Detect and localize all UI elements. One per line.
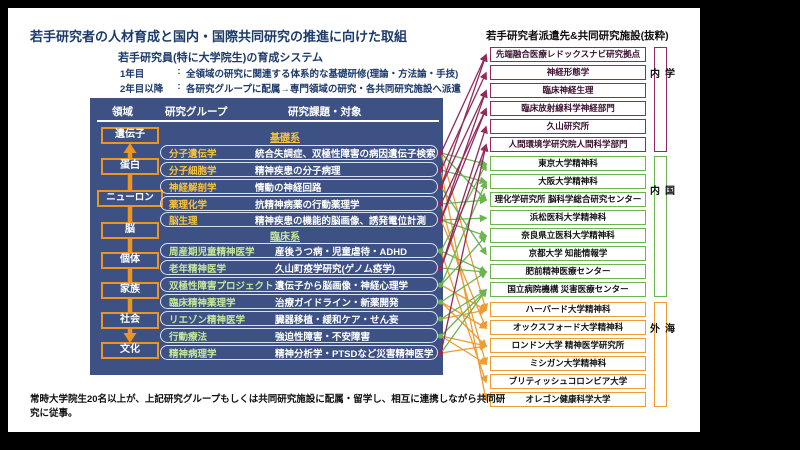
research-topic: 産後うつ病・児童虐待・ADHD xyxy=(275,246,407,258)
research-group-row: 老年精神医学 久山町疫学研究(ゲノム疫学) xyxy=(160,260,438,275)
institution-box: ブリティッシュコロンビア大学 xyxy=(490,374,646,389)
column-header-topic: 研究課題・対象 xyxy=(288,106,362,118)
research-topic: 遺伝子から脳画像・神経心理学 xyxy=(275,280,409,292)
domain-box-neuron: ニューロン xyxy=(97,190,163,207)
year1-colon: : xyxy=(177,66,181,77)
institution-box: 大阪大学精神科 xyxy=(490,174,646,189)
institution-box: 浜松医科大学精神科 xyxy=(490,210,646,225)
column-header-group: 研究グループ xyxy=(165,106,228,118)
institutions-list-title: 若手研究者派遣先&共同研究施設(抜粋) xyxy=(486,30,669,42)
domain-box-culture: 文化 xyxy=(101,342,159,359)
research-topic: 久山町疫学研究(ゲノム疫学) xyxy=(275,263,396,275)
page-title: 若手研究者の人材育成と国内・国際共同研究の推進に向けた取組 xyxy=(30,29,408,44)
training-system-subtitle: 若手研究員(特に大学院生)の育成システム xyxy=(118,52,323,64)
institution-box: 先端融合医療レドックスナビ研究拠点 xyxy=(490,47,646,62)
institution-box: ハーバード大学精神科 xyxy=(490,302,646,317)
research-group-row: 神経解剖学 情動の神経回路 xyxy=(160,179,438,194)
domain-box-gene: 遺伝子 xyxy=(101,127,159,144)
column-header-domain: 領域 xyxy=(112,106,133,118)
research-group-label: 分子遺伝学 xyxy=(169,148,217,160)
research-group-label: 神経解剖学 xyxy=(169,182,217,194)
year1-line: 1年目 : 全領域の研究に関連する体系的な基礎研修(理論・方法論・手技) xyxy=(120,66,458,80)
research-topic: 精神分析学・PTSDなど災害精神医学 xyxy=(275,348,434,360)
research-group-row: 行動療法 強迫性障害・不安障害 xyxy=(160,328,438,343)
domain-chain-arrow xyxy=(123,143,137,343)
domain-box-individual: 個体 xyxy=(101,252,159,269)
research-topic: 強迫性障害・不安障害 xyxy=(275,331,371,343)
research-group-label: 行動療法 xyxy=(169,331,208,343)
group-bar-label: 海外 xyxy=(647,323,674,371)
year2-desc: 各研究グループに配属→専門領域の研究・各共同研究施設へ派遣 xyxy=(186,84,461,95)
footnote: 常時大学院生20名以上が、上記研究グループもしくは共同研究施設に配属・留学し、相… xyxy=(30,394,506,419)
research-group-label: 老年精神医学 xyxy=(169,263,227,275)
institution-box: 東京大学精神科 xyxy=(490,156,646,171)
domain-box-society: 社会 xyxy=(101,312,159,329)
institution-box: 久山研究所 xyxy=(490,119,646,134)
institution-box: 人間環境学研究院人間科学部門 xyxy=(490,137,646,152)
domain-box-protein: 蛋白 xyxy=(101,158,159,175)
institution-box: 国立病院機構 災害医療センター xyxy=(490,282,646,297)
research-group-row: 薬理化学 抗精神病薬の行動薬理学 xyxy=(160,196,438,211)
research-group-label: 薬理化学 xyxy=(169,199,208,211)
institution-box: 京都大学 知能情報学 xyxy=(490,246,646,261)
domain-box-brain: 脳 xyxy=(101,222,159,239)
research-group-label: 周産期児童精神医学 xyxy=(169,246,255,258)
research-group-label: 脳生理 xyxy=(169,215,198,227)
research-group-row: 周産期児童精神医学 産後うつ病・児童虐待・ADHD xyxy=(160,243,438,258)
year1-desc: 全領域の研究に関連する体系的な基礎研修(理論・方法論・手技) xyxy=(186,69,459,80)
institution-box: 臨床放射線科学神経部門 xyxy=(490,101,646,116)
institution-box: ミシガン大学精神科 xyxy=(490,356,646,371)
research-group-row: 脳生理 精神疾患の機能的脳画像、誘発電位計測 xyxy=(160,212,438,227)
year2-colon: : xyxy=(177,81,181,92)
institution-box: 神経形態学 xyxy=(490,65,646,80)
research-group-label: 分子細胞学 xyxy=(169,165,217,177)
research-topic: 臓器移植・緩和ケア・せん妄 xyxy=(275,314,399,326)
research-topic: 治療ガイドライン・新薬開発 xyxy=(275,297,399,309)
institution-box: 奈良県立医科大学精神科 xyxy=(490,228,646,243)
year2-term: 2年目以降 xyxy=(120,84,164,95)
year1-term: 1年目 xyxy=(120,69,145,80)
institution-box: ロンドン大学 精神医学研究所 xyxy=(490,338,646,353)
research-group-label: 精神病理学 xyxy=(169,348,217,360)
research-topic: 精神疾患の機能的脳画像、誘発電位計測 xyxy=(255,215,427,227)
group-bar-label: 国内 xyxy=(647,185,674,253)
group-bar-domestic: 国内 xyxy=(648,156,674,297)
section-header-basic: 基礎系 xyxy=(270,133,300,144)
year2-line: 2年目以降 : 各研究グループに配属→専門領域の研究・各共同研究施設へ派遣 xyxy=(120,81,461,95)
research-group-row: リエゾン精神医学 臓器移植・緩和ケア・せん妄 xyxy=(160,311,438,326)
research-group-row: 双極性障害プロジェクト 遺伝子から脳画像・神経心理学 xyxy=(160,277,438,292)
institution-box: 臨床神経生理 xyxy=(490,83,646,98)
research-group-label: リエゾン精神医学 xyxy=(169,314,246,326)
research-group-row: 分子遺伝学 統合失調症、双極性障害の病因遺伝子検索 xyxy=(160,145,438,160)
research-topic: 統合失調症、双極性障害の病因遺伝子検索 xyxy=(255,148,436,160)
group-bar-overseas: 海外 xyxy=(648,302,674,407)
section-header-clinical: 臨床系 xyxy=(270,232,300,243)
research-topic: 精神疾患の分子病理 xyxy=(255,165,341,177)
research-topic: 抗精神病薬の行動薬理学 xyxy=(255,199,360,211)
group-bar-label: 学内 xyxy=(647,68,674,116)
institution-box: オレゴン健康科学大学 xyxy=(490,392,646,407)
research-group-row: 臨床精神薬理学 治療ガイドライン・新薬開発 xyxy=(160,294,438,309)
research-group-row: 精神病理学 精神分析学・PTSDなど災害精神医学 xyxy=(160,345,438,360)
domain-box-family: 家族 xyxy=(101,282,159,299)
research-group-label: 臨床精神薬理学 xyxy=(169,297,236,309)
institution-box: 理化学研究所 脳科学総合研究センター xyxy=(490,192,646,207)
research-group-row: 分子細胞学 精神疾患の分子病理 xyxy=(160,162,438,177)
institution-box: オックスフォード大学精神科 xyxy=(490,320,646,335)
institution-box: 肥前精神医療センター xyxy=(490,264,646,279)
research-topic: 情動の神経回路 xyxy=(255,182,322,194)
group-bar-in-university: 学内 xyxy=(648,47,674,152)
research-group-label: 双極性障害プロジェクト xyxy=(169,280,274,292)
header-divider xyxy=(97,120,439,122)
